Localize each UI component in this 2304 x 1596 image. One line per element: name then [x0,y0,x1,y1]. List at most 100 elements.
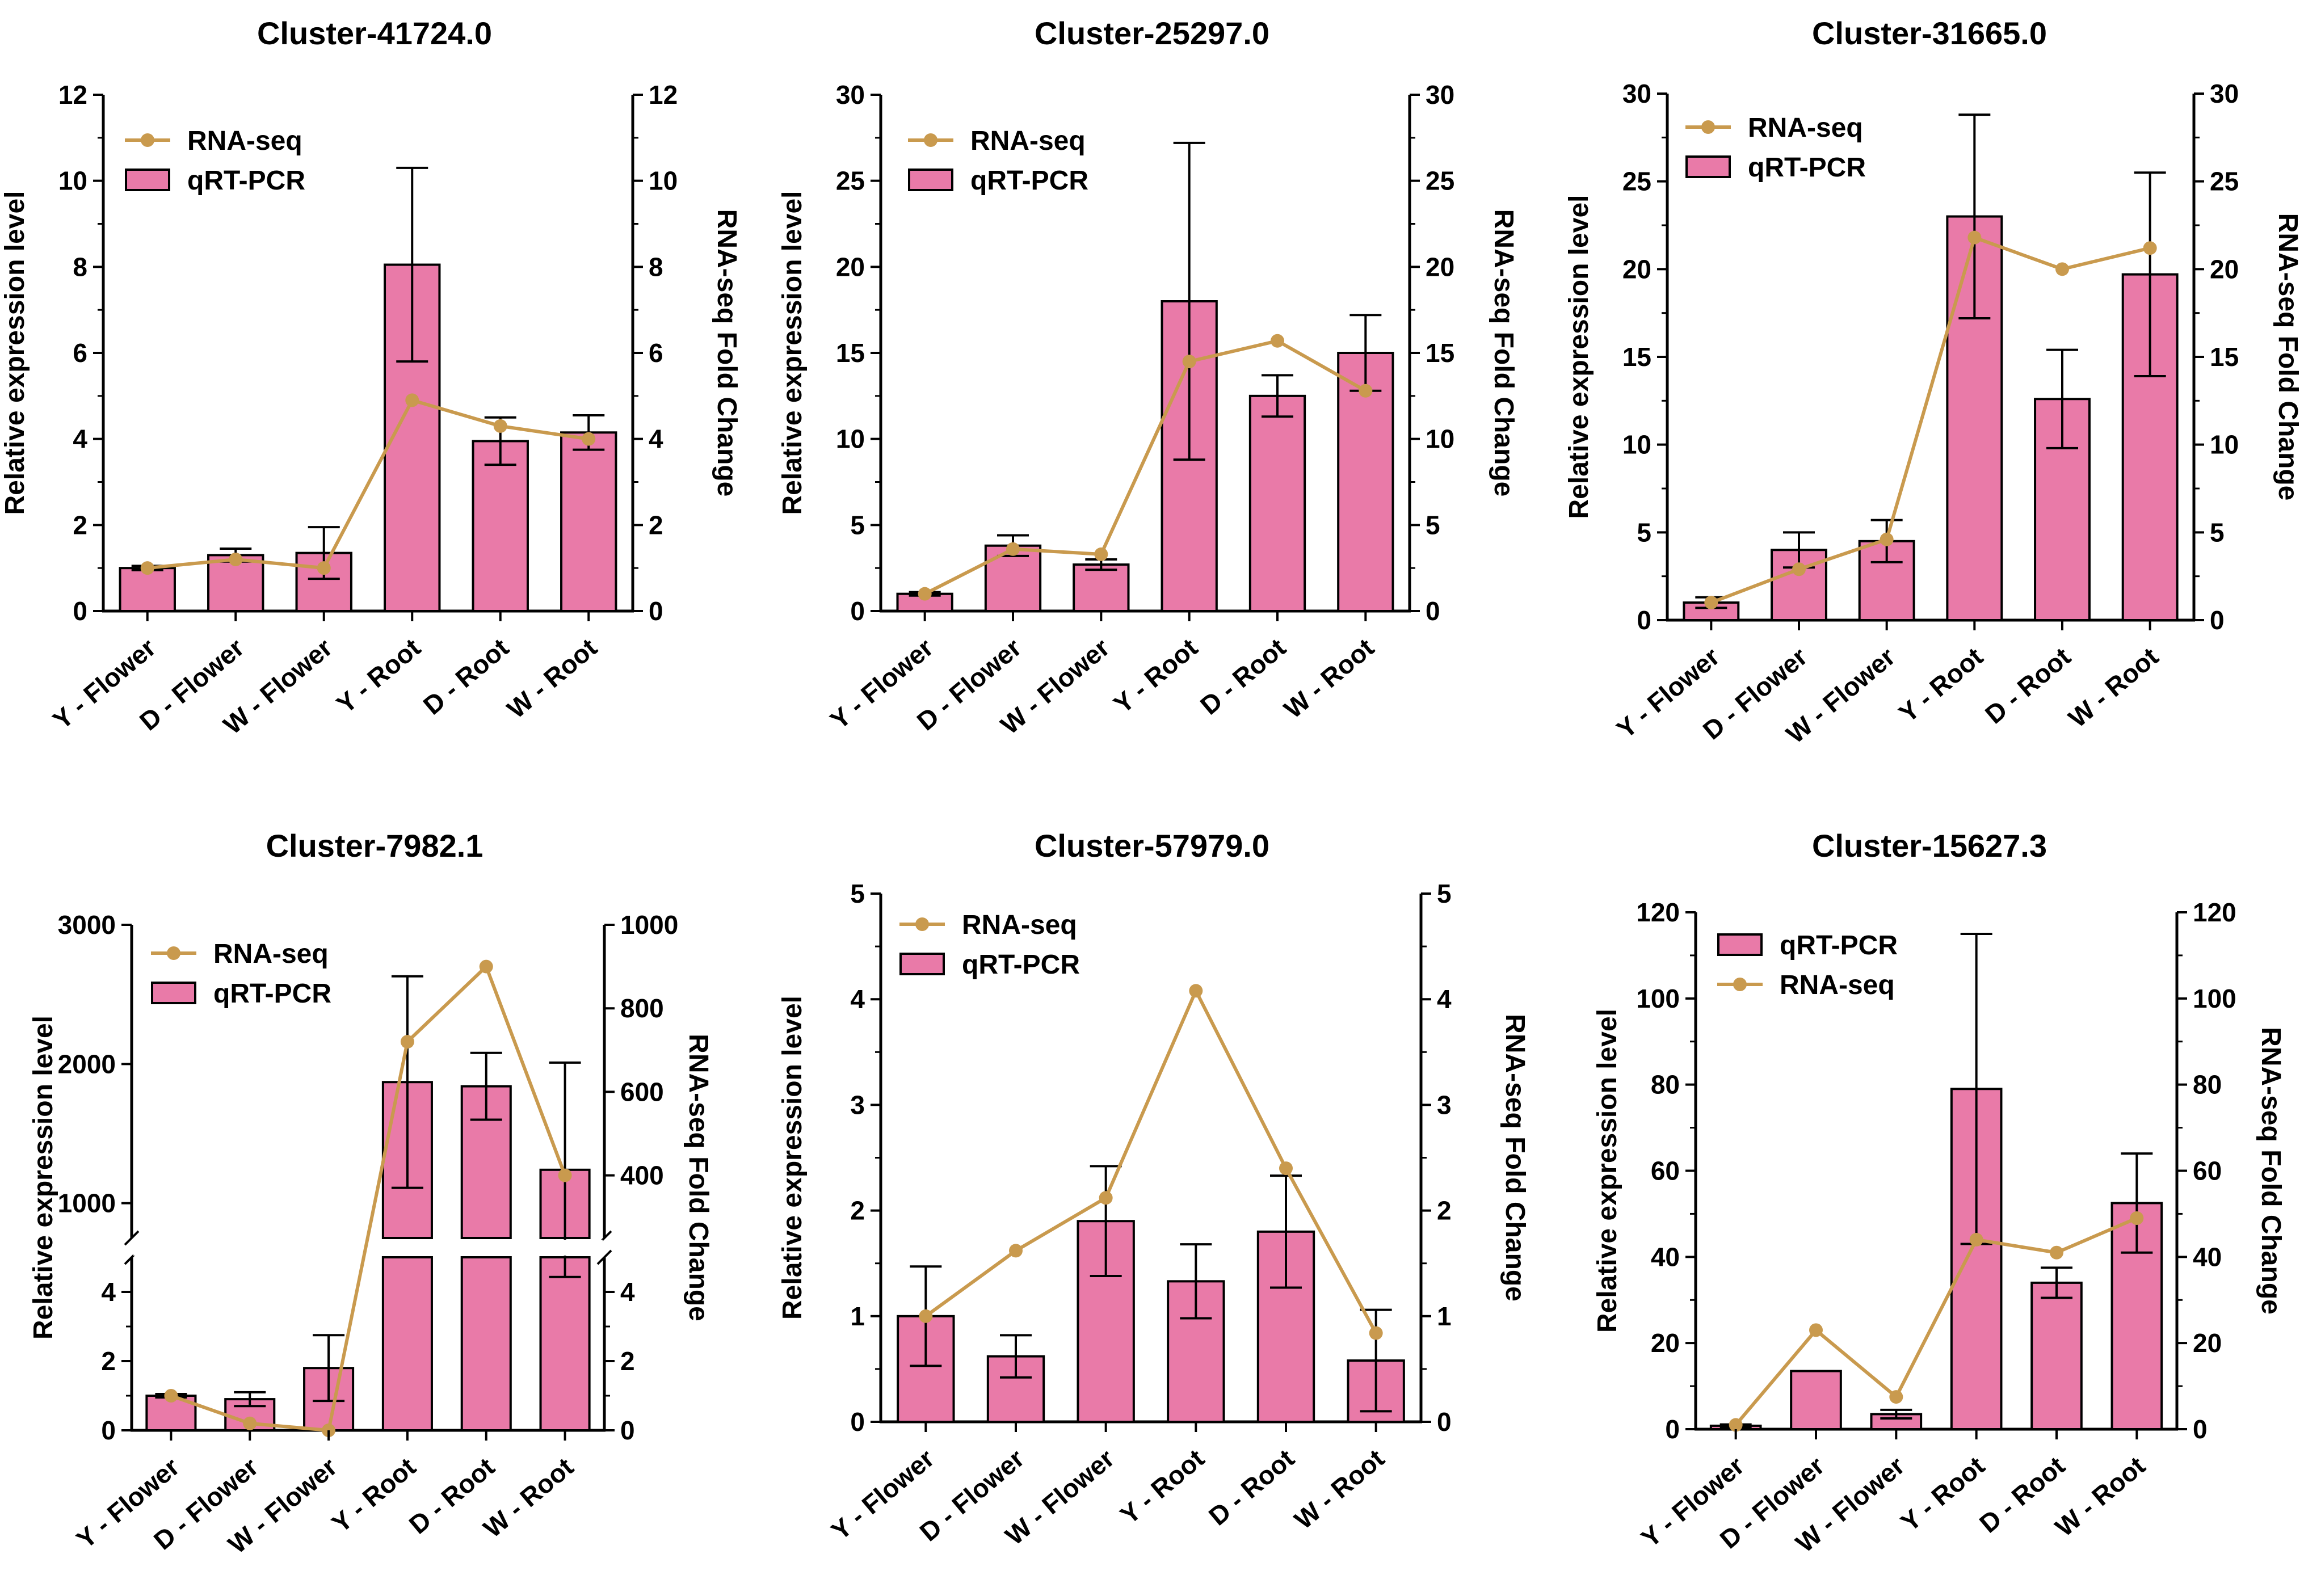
right-tick-label: 10 [1426,424,1454,454]
rna-seq-point [1009,1244,1023,1258]
left-tick-label: 0 [850,1407,865,1437]
panel-cluster-7982-1: Cluster-7982.1 0 2 4 1000 2000 3000 0 2 4 400 600 80… [28,828,713,1559]
y-axis-label: Relative expression level [777,996,808,1320]
rna-seq-point [400,1035,414,1049]
right-tick-label: 1 [1437,1302,1452,1331]
left-tick-label: 1 [850,1302,865,1331]
right-tick-label: 10 [649,166,678,196]
right-tick-label: 3 [1437,1090,1452,1119]
right-tick-label: 4 [620,1277,635,1307]
left-tick-label: 40 [1651,1242,1680,1271]
right-tick-label: 600 [620,1077,664,1106]
legend-label: qRT-PCR [187,166,305,196]
rna-seq-point [243,1416,257,1430]
y-axis-label: Relative expression level [28,1016,58,1340]
right-tick-label: 0 [2210,605,2225,635]
right-tick-label: 80 [2193,1070,2222,1100]
rna-seq-point [558,1168,572,1182]
rna-seq-point [317,561,331,575]
y2-axis-label: RNA-seq Fold Change [1489,209,1519,497]
left-tick-label: 25 [836,166,865,196]
left-tick-label: 15 [836,338,865,368]
left-tick-label: 0 [73,596,87,626]
left-tick-label: 20 [836,252,865,281]
left-tick-label: 10 [58,166,87,196]
axis-break-mark [124,1230,140,1246]
y2-axis-label: RNA-seq Fold Change [2273,213,2303,501]
left-tick-label: 20 [1622,254,1651,284]
right-tick-label: 0 [649,596,663,626]
rna-seq-line [924,339,1367,596]
category-label: D - Root [1195,633,1291,721]
right-tick-label: 12 [649,80,678,110]
rna-seq-point [1006,542,1020,556]
qrt-pcr-bar [119,567,176,613]
left-tick-label: 30 [836,80,865,110]
category-label: W - Root [478,1452,579,1543]
category-label: D - Root [418,633,514,721]
category-label: Y - Root [1108,633,1203,719]
right-tick-label: 5 [1437,879,1452,908]
rna-seq-point [582,432,596,446]
category-label: W - Root [1279,633,1380,724]
left-tick-label: 5 [850,879,865,908]
left-tick-label: 2 [850,1196,865,1226]
legend-marker-rna-seq [167,946,180,960]
legend-marker-rna-seq [1733,978,1747,991]
rna-seq-point [1880,532,1894,546]
rna-seq-point [2130,1211,2144,1226]
qrt-pcr-bar [1073,563,1130,612]
rna-seq-line [1734,1216,2138,1426]
rna-seq-point [1189,984,1203,998]
y2-axis-label: RNA-seq Fold Change [2256,1027,2286,1315]
legend-swatch-qrt-pcr [1717,933,1763,956]
rna-seq-point [1969,1232,1983,1247]
chart-title: Cluster-57979.0 [1035,828,1269,864]
rna-seq-point [140,561,154,575]
rna-seq-point [1094,547,1108,561]
chart-title: Cluster-7982.1 [266,828,483,864]
legend-label: qRT-PCR [970,166,1088,196]
right-tick-label: 60 [2193,1156,2222,1186]
left-tick-label: 60 [1651,1156,1680,1186]
right-tick-label: 20 [2193,1328,2222,1358]
right-tick-label: 400 [620,1161,664,1190]
axis-break-mark [596,1249,612,1265]
rna-seq-line [924,987,1378,1334]
qrt-pcr-bar [1790,1370,1842,1430]
left-tick-label: 1000 [58,1189,116,1218]
right-tick-label: 20 [2210,254,2239,284]
rna-seq-point [479,959,493,974]
panel-cluster-15627-3: Cluster-15627.3 0 20 40 60 80 100 120 0 20 40 60 80 1… [1592,828,2286,1558]
rna-seq-point [1967,230,1982,245]
rna-seq-point [918,587,932,601]
left-tick-label: 8 [73,252,87,281]
right-tick-label: 2 [1437,1196,1452,1226]
right-tick-label: 4 [649,424,663,454]
legend-label: qRT-PCR [213,979,331,1009]
left-tick-label: 12 [58,80,87,110]
left-tick-label: 0 [1637,605,1651,635]
qrt-pcr-bar [1248,394,1306,612]
left-tick-label: 80 [1651,1070,1680,1100]
legend-label: RNA-seq [1780,970,1895,1000]
rna-seq-line [170,963,567,1433]
left-tick-label: 6 [73,338,87,368]
category-label: D - Root [1979,642,2076,730]
left-tick-label: 100 [1636,984,1680,1013]
y-axis-label: Relative expression level [0,191,30,515]
panel-cluster-41724-0: Cluster-41724.0 0 2 4 6 8 10 12 0 2 4 6 8 10 12 Relativ… [0,15,742,740]
panel-cluster-57979-0: Cluster-57979.0 0 1 2 3 4 5 0 1 2 3 4 5 Relative expr… [777,828,1530,1551]
category-label: Y - Root [1893,642,1988,728]
right-tick-label: 15 [1426,338,1454,368]
rna-seq-point [1369,1326,1383,1340]
legend-label: qRT-PCR [962,950,1080,980]
rna-seq-point [1271,334,1284,348]
left-tick-label: 0 [101,1416,116,1445]
legend-marker-rna-seq [141,133,154,147]
legend-swatch-qrt-pcr [151,982,196,1004]
legend-label: RNA-seq [187,126,302,156]
legend-label: RNA-seq [970,126,1086,156]
legend-marker-rna-seq [1701,120,1715,134]
rna-seq-point [1359,384,1373,398]
